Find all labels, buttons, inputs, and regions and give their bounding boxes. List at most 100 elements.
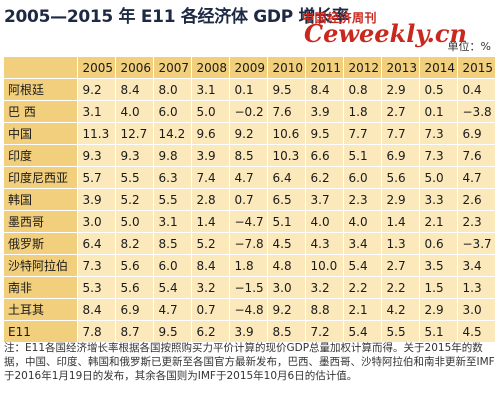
growth-value-cell: 9.2 bbox=[229, 122, 268, 145]
growth-value-cell: 8.5 bbox=[229, 144, 268, 167]
growth-value-cell: 6.0 bbox=[343, 166, 382, 189]
growth-value-cell: −1.5 bbox=[229, 276, 268, 299]
growth-value-cell: 3.9 bbox=[191, 144, 230, 167]
growth-value-cell: 3.0 bbox=[77, 210, 116, 233]
growth-value-cell: 9.5 bbox=[153, 320, 192, 343]
growth-value-cell: 4.8 bbox=[267, 254, 306, 277]
table-header-year: 2015 bbox=[457, 57, 496, 79]
page-title: 2005—2015 年 E11 各经济体 GDP 增长率 bbox=[4, 7, 349, 27]
growth-value-cell: 10.3 bbox=[267, 144, 306, 167]
table-row: 巴 西 3.1 4.0 6.0 5.0 −0.2 7.6 3.9 1.8 2.7 0.1 −3.8 bbox=[4, 100, 496, 123]
growth-value-cell: 3.9 bbox=[305, 100, 344, 123]
growth-value-cell: 5.4 bbox=[343, 254, 382, 277]
growth-value-cell: 4.7 bbox=[153, 298, 192, 321]
growth-value-cell: 6.9 bbox=[457, 122, 496, 145]
growth-value-cell: 4.7 bbox=[229, 166, 268, 189]
growth-value-cell: 9.5 bbox=[267, 78, 306, 101]
growth-value-cell: 5.2 bbox=[115, 188, 154, 211]
table-row: 土耳其 8.4 6.9 4.7 0.7 −4.8 9.2 8.8 2.1 4.2 2.9 3.0 bbox=[4, 298, 496, 321]
growth-value-cell: 3.2 bbox=[191, 276, 230, 299]
growth-value-cell: 2.2 bbox=[381, 276, 420, 299]
growth-value-cell: 6.9 bbox=[381, 144, 420, 167]
growth-value-cell: 2.3 bbox=[457, 210, 496, 233]
growth-value-cell: 2.1 bbox=[419, 210, 458, 233]
table-header-year: 2007 bbox=[153, 57, 192, 79]
growth-value-cell: 8.4 bbox=[115, 78, 154, 101]
growth-value-cell: 6.0 bbox=[153, 254, 192, 277]
growth-value-cell: 2.6 bbox=[457, 188, 496, 211]
growth-value-cell: 8.4 bbox=[191, 254, 230, 277]
growth-value-cell: 0.4 bbox=[457, 78, 496, 101]
growth-value-cell: 5.1 bbox=[343, 144, 382, 167]
growth-value-cell: 6.5 bbox=[267, 188, 306, 211]
growth-value-cell: 12.7 bbox=[115, 122, 154, 145]
gdp-growth-table: 2005 2006 2007 2008 2009 2010 2011 2012 … bbox=[4, 57, 496, 343]
growth-value-cell: 5.0 bbox=[419, 166, 458, 189]
table-header-year: 2010 bbox=[267, 57, 306, 79]
growth-value-cell: 7.2 bbox=[305, 320, 344, 343]
table-header-year: 2005 bbox=[77, 57, 116, 79]
growth-value-cell: 3.5 bbox=[419, 254, 458, 277]
growth-value-cell: 5.3 bbox=[77, 276, 116, 299]
growth-value-cell: 8.2 bbox=[115, 232, 154, 255]
table-row: 南非 5.3 5.6 5.4 3.2 −1.5 3.0 3.2 2.2 2.2 1.5 1.3 bbox=[4, 276, 496, 299]
table-header-year: 2013 bbox=[381, 57, 420, 79]
table-header-year: 2012 bbox=[343, 57, 382, 79]
growth-value-cell: 2.7 bbox=[381, 100, 420, 123]
watermark-logo: 中国经济周刊 Ceweekly.cn bbox=[302, 9, 467, 49]
growth-value-cell: 6.3 bbox=[153, 166, 192, 189]
growth-value-cell: 9.3 bbox=[77, 144, 116, 167]
growth-value-cell: 1.8 bbox=[229, 254, 268, 277]
growth-value-cell: 3.1 bbox=[77, 100, 116, 123]
growth-value-cell: 4.0 bbox=[115, 100, 154, 123]
growth-value-cell: 8.7 bbox=[115, 320, 154, 343]
growth-value-cell: 0.7 bbox=[191, 298, 230, 321]
growth-value-cell: 8.4 bbox=[77, 298, 116, 321]
growth-value-cell: 2.8 bbox=[191, 188, 230, 211]
growth-value-cell: 5.4 bbox=[153, 276, 192, 299]
growth-value-cell: 2.3 bbox=[343, 188, 382, 211]
growth-value-cell: 3.0 bbox=[267, 276, 306, 299]
growth-value-cell: 5.6 bbox=[115, 276, 154, 299]
country-name-cell: 土耳其 bbox=[4, 298, 78, 321]
growth-value-cell: 9.3 bbox=[115, 144, 154, 167]
growth-value-cell: 4.5 bbox=[457, 320, 496, 343]
growth-value-cell: 2.9 bbox=[419, 298, 458, 321]
country-name-cell: 阿根廷 bbox=[4, 78, 78, 101]
growth-value-cell: 0.6 bbox=[419, 232, 458, 255]
growth-value-cell: 2.9 bbox=[381, 188, 420, 211]
growth-value-cell: 8.5 bbox=[153, 232, 192, 255]
footnote: 注：E11各国经济增长率根据各国按照购买力平价计算的现价GDP总量加权计算而得。… bbox=[4, 342, 495, 382]
growth-value-cell: 7.6 bbox=[267, 100, 306, 123]
table-header-year: 2009 bbox=[229, 57, 268, 79]
growth-value-cell: 5.0 bbox=[115, 210, 154, 233]
growth-value-cell: −4.8 bbox=[229, 298, 268, 321]
growth-value-cell: −3.8 bbox=[457, 100, 496, 123]
table-row: 中国 11.3 12.7 14.2 9.6 9.2 10.6 9.5 7.7 7.7 7.3 6.9 bbox=[4, 122, 496, 145]
growth-value-cell: 2.2 bbox=[343, 276, 382, 299]
country-name-cell: 沙特阿拉伯 bbox=[4, 254, 78, 277]
growth-value-cell: 5.5 bbox=[153, 188, 192, 211]
growth-value-cell: 4.7 bbox=[457, 166, 496, 189]
growth-value-cell: 8.5 bbox=[267, 320, 306, 343]
growth-value-cell: 7.3 bbox=[419, 122, 458, 145]
growth-value-cell: −0.2 bbox=[229, 100, 268, 123]
table-header-year: 2011 bbox=[305, 57, 344, 79]
growth-value-cell: 8.0 bbox=[153, 78, 192, 101]
growth-value-cell: 5.2 bbox=[191, 232, 230, 255]
growth-value-cell: 6.0 bbox=[153, 100, 192, 123]
table-row: 阿根廷 9.2 8.4 8.0 3.1 0.1 9.5 8.4 0.8 2.9 0.5 0.4 bbox=[4, 78, 496, 101]
growth-value-cell: 3.4 bbox=[457, 254, 496, 277]
growth-value-cell: 1.4 bbox=[191, 210, 230, 233]
growth-value-cell: 5.7 bbox=[77, 166, 116, 189]
growth-value-cell: 6.2 bbox=[191, 320, 230, 343]
growth-value-cell: 5.1 bbox=[419, 320, 458, 343]
growth-value-cell: 5.1 bbox=[267, 210, 306, 233]
growth-value-cell: 6.2 bbox=[305, 166, 344, 189]
growth-value-cell: 0.5 bbox=[419, 78, 458, 101]
unit-label: 单位：% bbox=[447, 40, 491, 53]
growth-value-cell: 3.1 bbox=[191, 78, 230, 101]
growth-value-cell: 9.8 bbox=[153, 144, 192, 167]
growth-value-cell: 7.4 bbox=[191, 166, 230, 189]
table-header-row: 2005 2006 2007 2008 2009 2010 2011 2012 … bbox=[4, 57, 496, 79]
